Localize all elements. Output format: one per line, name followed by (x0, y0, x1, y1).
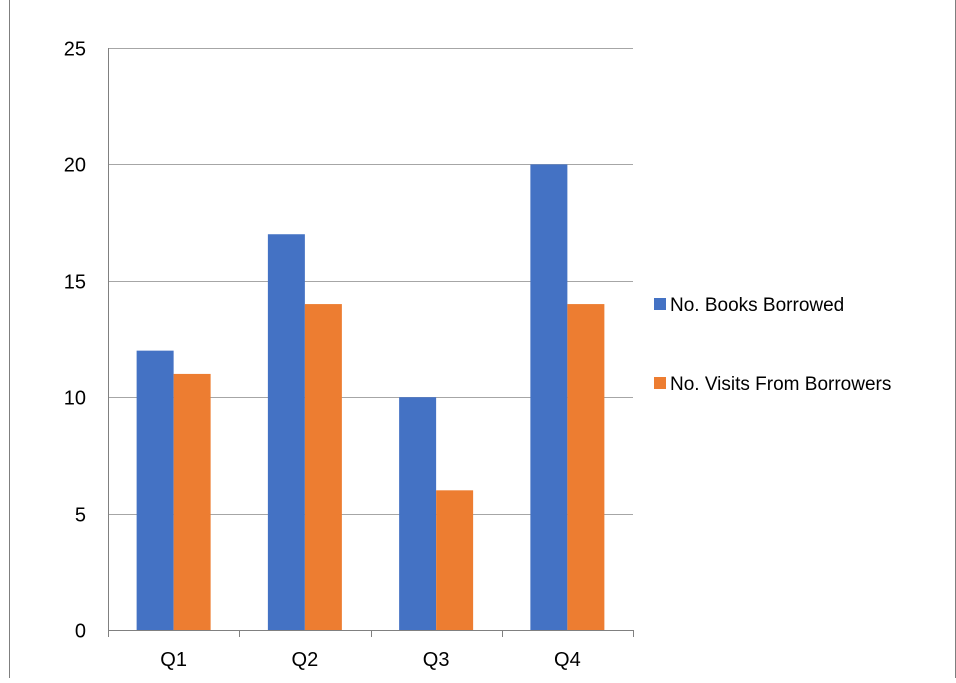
y-tick-label: 5 (75, 505, 86, 527)
legend-swatch-series-2 (654, 377, 666, 389)
y-tick-label: 25 (64, 39, 86, 61)
legend-label-series-1: No. Books Borrowed (670, 295, 844, 316)
bar-q1-series-1 (136, 350, 174, 630)
axes: 0 5 10 15 20 25 Q1 Q2 Q3 Q4 (64, 39, 634, 671)
bar-q3-series-1 (399, 397, 437, 630)
bar-q2-series-2 (304, 304, 342, 630)
bar-q1-series-2 (173, 373, 211, 630)
y-tick-label: 20 (64, 155, 86, 177)
legend-label-series-2: No. Visits From Borrowers (670, 374, 891, 395)
x-tick-label: Q4 (554, 649, 581, 671)
bar-q4-series-1 (530, 164, 568, 630)
bar-q2-series-1 (267, 234, 305, 631)
y-tick-label: 0 (75, 621, 86, 643)
x-tick-label: Q2 (292, 649, 319, 671)
x-tick-label: Q3 (423, 649, 450, 671)
legend: No. Books Borrowed No. Visits From Borrow… (654, 295, 891, 395)
bar-q4-series-2 (567, 304, 605, 630)
x-tick-label: Q1 (160, 649, 187, 671)
legend-swatch-series-1 (654, 298, 666, 310)
bar-q3-series-2 (436, 490, 474, 630)
bars (136, 164, 605, 631)
y-tick-label: 15 (64, 272, 86, 294)
y-tick-label: 10 (64, 388, 86, 410)
